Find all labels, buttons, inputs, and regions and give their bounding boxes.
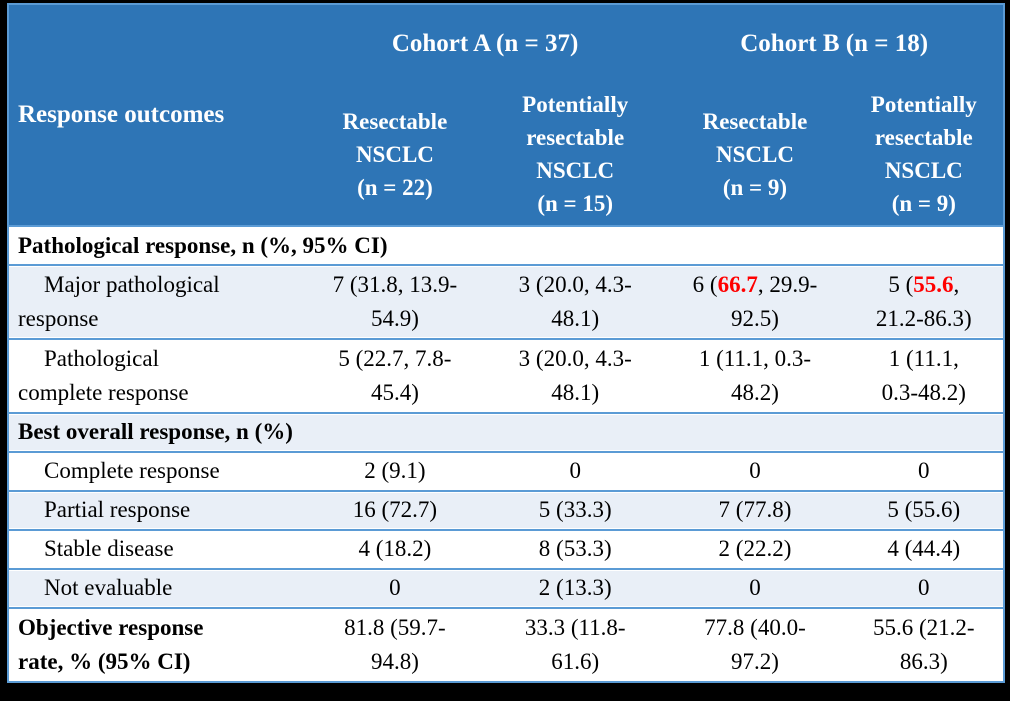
section-label: Pathological response, n (%, 95% CI) — [8, 224, 1004, 266]
row-label: Major pathological response — [8, 264, 305, 339]
value-text: 5 (22.7, 7.8- 45.4) — [338, 345, 452, 405]
section-row: Pathological response, n (%, 95% CI) — [8, 224, 1004, 266]
column-header-potentially-resectable-b: Potentially resectable NSCLC (n = 9) — [844, 83, 1004, 226]
table-row: Stable disease 4 (18.2) 8 (53.3) 2 (22.2) 4 … — [8, 528, 1004, 569]
row-label: Complete response — [8, 450, 305, 491]
value-text: 16 (72.7) — [352, 497, 438, 523]
subgroup-header-row: Resectable NSCLC (n = 22) Potentially re… — [8, 83, 1004, 226]
value-cell: 16 (72.7) — [304, 489, 486, 530]
value-text: 7 (77.8) — [718, 497, 792, 523]
value-cell: 0 — [844, 450, 1004, 491]
value-text: 2 (13.3) — [538, 575, 612, 601]
value-text: 6 ( — [692, 271, 718, 297]
value-text: 0 — [918, 458, 930, 484]
value-text: 1 (11.1, 0.3- 48.2) — [698, 345, 812, 405]
value-cell: 7 (77.8) — [665, 489, 845, 530]
value-cell: 4 (44.4) — [844, 528, 1004, 569]
value-cell: 77.8 (40.0- 97.2) — [665, 606, 845, 682]
value-text: 4 (44.4) — [887, 536, 961, 562]
cohort-a-header: Cohort A (n = 37) — [304, 4, 666, 83]
value-text: 3 (20.0, 4.3- 48.1) — [518, 271, 632, 331]
column-header-resectable-b: Resectable NSCLC (n = 9) — [665, 83, 845, 226]
value-text: 81.8 (59.7- 94.8) — [344, 614, 446, 674]
table-body: Pathological response, n (%, 95% CI) Majo… — [8, 224, 1004, 682]
table-row: Partial response 16 (72.7) 5 (33.3) 7 (77.8… — [8, 489, 1004, 530]
row-label: Objective response rate, % (95% CI) — [8, 606, 305, 682]
table-header: Response outcomes Cohort A (n = 37) Coho… — [8, 4, 1004, 226]
table-row: Pathological complete response 5 (22.7, 7… — [8, 337, 1004, 413]
value-cell: 55.6 (21.2- 86.3) — [844, 606, 1004, 682]
value-cell: 3 (20.0, 4.3- 48.1) — [485, 264, 666, 339]
value-cell: 0 — [844, 567, 1004, 608]
column-header-potentially-resectable-a: Potentially resectable NSCLC (n = 15) — [485, 83, 666, 226]
value-cell: 0 — [485, 450, 666, 491]
value-text: 3 (20.0, 4.3- 48.1) — [518, 345, 632, 405]
value-cell: 1 (11.1, 0.3- 48.2) — [665, 337, 845, 413]
value-cell: 0 — [665, 567, 845, 608]
value-text: 2 (22.2) — [718, 536, 792, 562]
value-cell: 0 — [304, 567, 486, 608]
value-cell: 2 (9.1) — [304, 450, 486, 491]
row-label: Pathological complete response — [8, 337, 305, 413]
value-cell: 5 (33.3) — [485, 489, 666, 530]
value-text: 0 — [749, 458, 761, 484]
value-text: 0 — [749, 575, 761, 601]
table-row: Not evaluable 0 2 (13.3) 0 0 — [8, 567, 1004, 608]
value-text: 33.3 (11.8- 61.6) — [524, 614, 626, 674]
value-text: , 29.9- 92.5) — [731, 271, 818, 331]
row-label: Partial response — [8, 489, 305, 530]
response-outcomes-table: Response outcomes Cohort A (n = 37) Coho… — [7, 3, 1005, 683]
value-cell: 2 (22.2) — [665, 528, 845, 569]
column-header-resectable-a: Resectable NSCLC (n = 22) — [304, 83, 486, 226]
value-text: 5 (55.6) — [887, 497, 961, 523]
value-text: 55.6 (21.2- 86.3) — [873, 614, 975, 674]
value-cell: 6 (66.7, 29.9- 92.5) — [665, 264, 845, 339]
value-cell: 2 (13.3) — [485, 567, 666, 608]
cohort-header-row: Response outcomes Cohort A (n = 37) Coho… — [8, 4, 1004, 226]
value-cell: 5 (55.6, 21.2-86.3) — [844, 264, 1004, 339]
value-cell: 81.8 (59.7- 94.8) — [304, 606, 486, 682]
value-text: 8 (53.3) — [538, 536, 612, 562]
value-text: , 21.2-86.3) — [875, 271, 972, 331]
value-cell: 7 (31.8, 13.9- 54.9) — [304, 264, 486, 339]
value-text: 5 ( — [888, 271, 914, 297]
value-text: 7 (31.8, 13.9- 54.9) — [332, 271, 458, 331]
value-cell: 4 (18.2) — [304, 528, 486, 569]
table-row: Major pathological response 7 (31.8, 13.9… — [8, 264, 1004, 339]
value-text: 5 (33.3) — [538, 497, 612, 523]
value-cell: 1 (11.1, 0.3-48.2) — [844, 337, 1004, 413]
value-text: 2 (9.1) — [364, 458, 426, 484]
value-cell: 5 (55.6) — [844, 489, 1004, 530]
section-row: Best overall response, n (%) — [8, 411, 1004, 452]
value-text: 4 (18.2) — [358, 536, 432, 562]
row-label: Stable disease — [8, 528, 305, 569]
value-cell: 0 — [665, 450, 845, 491]
value-cell: 5 (22.7, 7.8- 45.4) — [304, 337, 486, 413]
value-text: 0 — [918, 575, 930, 601]
row-label: Not evaluable — [8, 567, 305, 608]
value-cell: 8 (53.3) — [485, 528, 666, 569]
section-label: Best overall response, n (%) — [8, 411, 1004, 452]
value-text: 1 (11.1, 0.3-48.2) — [881, 345, 966, 405]
corner-header-response-outcomes: Response outcomes — [8, 4, 305, 226]
value-text: 77.8 (40.0- 97.2) — [704, 614, 806, 674]
cohort-b-header: Cohort B (n = 18) — [665, 4, 1004, 83]
value-cell: 33.3 (11.8- 61.6) — [485, 606, 666, 682]
value-cell: 3 (20.0, 4.3- 48.1) — [485, 337, 666, 413]
value-text: 0 — [569, 458, 581, 484]
value-text: 0 — [389, 575, 401, 601]
table-row: Objective response rate, % (95% CI) 81.8 … — [8, 606, 1004, 682]
table-row: Complete response 2 (9.1) 0 0 0 — [8, 450, 1004, 491]
highlighted-value: 66.7 — [717, 271, 758, 297]
highlighted-value: 55.6 — [913, 271, 954, 297]
